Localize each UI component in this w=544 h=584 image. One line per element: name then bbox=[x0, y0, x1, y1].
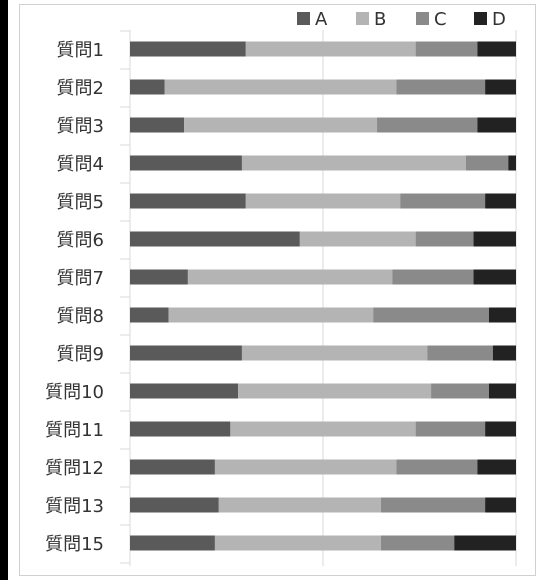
bar-segment-d bbox=[477, 117, 516, 133]
bar-segment-c bbox=[392, 269, 474, 285]
bar-segment-a bbox=[130, 459, 215, 475]
legend-label-a: A bbox=[315, 9, 328, 30]
category-label: 質問5 bbox=[57, 192, 104, 213]
bar-segment-c bbox=[396, 79, 486, 95]
category-label: 質問4 bbox=[57, 154, 104, 175]
bar-segment-b bbox=[168, 307, 374, 323]
bar-segment-c bbox=[396, 459, 478, 475]
legend-label-d: D bbox=[492, 9, 506, 30]
bar-segment-a bbox=[130, 497, 219, 513]
bar-segment-c bbox=[465, 155, 509, 171]
bar-segment-a bbox=[130, 79, 165, 95]
bar-segment-b bbox=[187, 269, 393, 285]
bar-segment-d bbox=[488, 307, 516, 323]
bar-segment-a bbox=[130, 345, 242, 361]
bar-segment-d bbox=[473, 231, 516, 247]
bar-segment-c bbox=[380, 535, 455, 551]
bar-segment-a bbox=[130, 117, 185, 133]
bar-segment-a bbox=[130, 193, 246, 209]
legend-swatch-d bbox=[474, 12, 487, 25]
category-label: 質問9 bbox=[57, 344, 104, 365]
bar-segment-a bbox=[130, 383, 239, 399]
bar-segment-c bbox=[415, 231, 474, 247]
bar-segment-a bbox=[130, 421, 231, 437]
bar-segment-a bbox=[130, 269, 188, 285]
category-label: 質問11 bbox=[45, 420, 104, 441]
bar-segment-b bbox=[245, 193, 401, 209]
bar-segment-b bbox=[184, 117, 378, 133]
bar-segment-b bbox=[241, 155, 466, 171]
category-label: 質問13 bbox=[45, 496, 104, 517]
category-label: 質問7 bbox=[57, 268, 104, 289]
bar-segment-c bbox=[427, 345, 493, 361]
legend-swatch-c bbox=[416, 12, 429, 25]
bar-segment-b bbox=[245, 41, 416, 57]
category-labels: 質問1 質問2 質問3 質問4 質問5 質問6 質問7 質問8 質問9 質問10 質問11 質問12 質… bbox=[45, 40, 104, 555]
bar-segment-d bbox=[492, 345, 516, 361]
bar-segment-d bbox=[473, 269, 516, 285]
bar-segment-c bbox=[377, 117, 478, 133]
bar-segment-d bbox=[485, 79, 516, 95]
bar-segment-b bbox=[214, 459, 397, 475]
bar-segment-a bbox=[130, 155, 242, 171]
category-label: 質問12 bbox=[45, 458, 104, 479]
bar-segment-b bbox=[299, 231, 416, 247]
category-label: 質問1 bbox=[57, 40, 104, 61]
bar-segment-a bbox=[130, 307, 169, 323]
category-label: 質問2 bbox=[57, 78, 104, 99]
bar-segment-a bbox=[130, 535, 215, 551]
plot-border bbox=[19, 4, 536, 576]
legend-label-c: C bbox=[434, 9, 447, 30]
bar-segment-d bbox=[508, 155, 516, 171]
legend: A B C D bbox=[297, 9, 506, 30]
bars-group bbox=[130, 41, 516, 551]
bar-segment-b bbox=[218, 497, 381, 513]
bar-segment-c bbox=[380, 497, 486, 513]
left-border bbox=[0, 0, 8, 580]
category-label: 質問10 bbox=[45, 382, 104, 403]
category-label: 質問3 bbox=[57, 116, 104, 137]
bar-segment-d bbox=[485, 193, 516, 209]
legend-swatch-a bbox=[297, 12, 310, 25]
bar-segment-b bbox=[238, 383, 432, 399]
category-label: 質問15 bbox=[45, 534, 104, 555]
bar-segment-d bbox=[454, 535, 516, 551]
category-label: 質問6 bbox=[57, 230, 104, 251]
bar-segment-c bbox=[431, 383, 489, 399]
bar-segment-d bbox=[485, 497, 516, 513]
bar-segment-b bbox=[241, 345, 428, 361]
bar-segment-c bbox=[400, 193, 486, 209]
bar-segment-b bbox=[214, 535, 381, 551]
bar-segment-d bbox=[477, 459, 516, 475]
legend-label-b: B bbox=[374, 9, 386, 30]
bar-segment-a bbox=[130, 231, 300, 247]
bar-segment-a bbox=[130, 41, 246, 57]
bar-segment-d bbox=[488, 383, 516, 399]
bar-segment-b bbox=[164, 79, 397, 95]
bar-segment-c bbox=[415, 41, 478, 57]
bar-segment-d bbox=[477, 41, 516, 57]
bar-segment-d bbox=[485, 421, 516, 437]
bar-segment-c bbox=[415, 421, 486, 437]
legend-swatch-b bbox=[356, 12, 369, 25]
category-label: 質問8 bbox=[57, 306, 104, 327]
bar-segment-c bbox=[373, 307, 489, 323]
bar-segment-b bbox=[230, 421, 416, 437]
